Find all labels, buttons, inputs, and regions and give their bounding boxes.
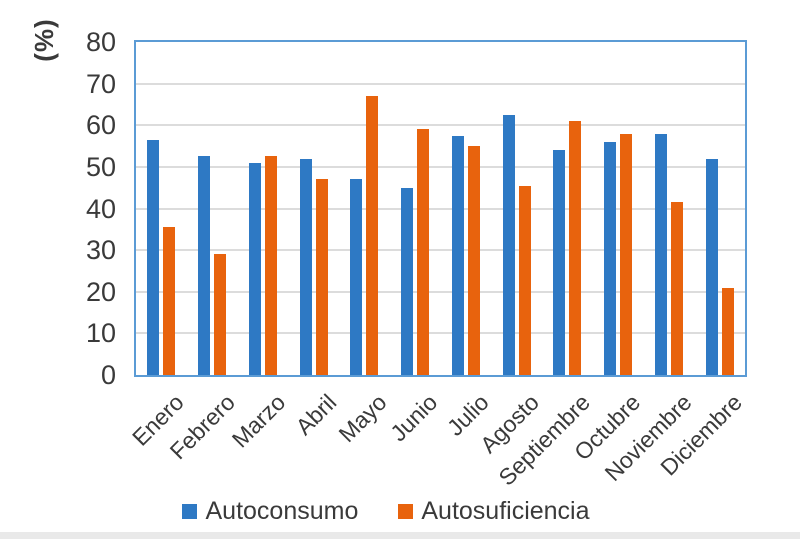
y-tick-label-50: 50 [85, 151, 116, 182]
gridlines [136, 42, 745, 375]
gridline-60 [136, 124, 745, 127]
legend-item-autoconsumo: Autoconsumo [182, 497, 358, 526]
bar-autosuficiencia-noviembre [670, 202, 683, 375]
legend: Autoconsumo Autosuficiencia [0, 495, 786, 527]
legend-item-autosuficiencia: Autosuficiencia [398, 496, 590, 526]
bar-autoconsumo-diciembre [705, 158, 718, 375]
bar-autosuficiencia-julio [467, 146, 480, 375]
x-axis-label-abril: Abril [290, 389, 342, 440]
bar-group-septiembre [542, 42, 593, 375]
bar-autoconsumo-abril [299, 158, 312, 375]
legend-label-autosuficiencia: Autosuficiencia [421, 496, 590, 525]
bar-autosuficiencia-septiembre [569, 121, 582, 375]
bar-autosuficiencia-junio [417, 129, 430, 375]
bar-autoconsumo-marzo [248, 162, 261, 375]
bar-autoconsumo-mayo [350, 179, 363, 375]
gridline-70 [136, 82, 745, 85]
y-tick-label-30: 30 [85, 235, 116, 266]
bar-autosuficiencia-enero [163, 227, 176, 375]
bar-autoconsumo-noviembre [654, 133, 667, 375]
bottom-edge-strip [0, 532, 800, 539]
bar-autosuficiencia-febrero [214, 254, 227, 375]
bar-group-mayo [339, 42, 390, 375]
bar-autoconsumo-agosto [502, 114, 515, 375]
bar-autoconsumo-enero [147, 139, 160, 375]
bar-group-noviembre [644, 42, 695, 375]
y-tick-label-20: 20 [85, 276, 116, 307]
y-tick-label-0: 0 [100, 360, 116, 390]
x-axis-label-marzo: Marzo [226, 389, 291, 453]
bar-autosuficiencia-agosto [518, 185, 531, 375]
bar-group-marzo [238, 42, 289, 375]
y-tick-label-10: 10 [85, 318, 116, 349]
legend-label-autoconsumo: Autoconsumo [205, 496, 359, 525]
bar-autoconsumo-octubre [604, 141, 617, 375]
bar-autosuficiencia-marzo [264, 156, 277, 375]
bar-group-octubre [593, 42, 644, 375]
gridline-20 [136, 290, 745, 293]
bar-autosuficiencia-mayo [366, 96, 379, 375]
bar-autoconsumo-junio [401, 187, 414, 375]
y-tick-label-60: 60 [85, 110, 116, 141]
gridline-40 [136, 207, 745, 210]
legend-swatch-autosuficiencia [398, 503, 414, 519]
bar-autoconsumo-julio [451, 135, 464, 375]
gridline-30 [136, 249, 745, 252]
bar-group-agosto [491, 42, 542, 375]
bar-group-junio [390, 42, 441, 375]
bar-group-enero [136, 42, 187, 375]
gridline-10 [136, 332, 745, 335]
plot-area [134, 40, 747, 377]
x-axis-label-junio: Junio [385, 389, 443, 447]
bar-autosuficiencia-abril [315, 179, 328, 375]
y-tick-label-80: 80 [85, 27, 116, 57]
y-tick-label-70: 70 [85, 68, 116, 99]
bar-series [136, 42, 745, 375]
bar-autoconsumo-febrero [198, 156, 211, 375]
bar-group-febrero [187, 42, 238, 375]
bar-autosuficiencia-octubre [620, 133, 633, 375]
bar-group-abril [288, 42, 339, 375]
bar-group-diciembre [694, 42, 745, 375]
bar-autosuficiencia-diciembre [721, 287, 734, 375]
bar-autoconsumo-septiembre [553, 150, 566, 375]
bar-group-julio [441, 42, 492, 375]
gridline-50 [136, 165, 745, 168]
y-tick-label-40: 40 [85, 193, 116, 224]
x-axis-label-mayo: Mayo [333, 389, 392, 448]
legend-swatch-autoconsumo [182, 503, 198, 519]
